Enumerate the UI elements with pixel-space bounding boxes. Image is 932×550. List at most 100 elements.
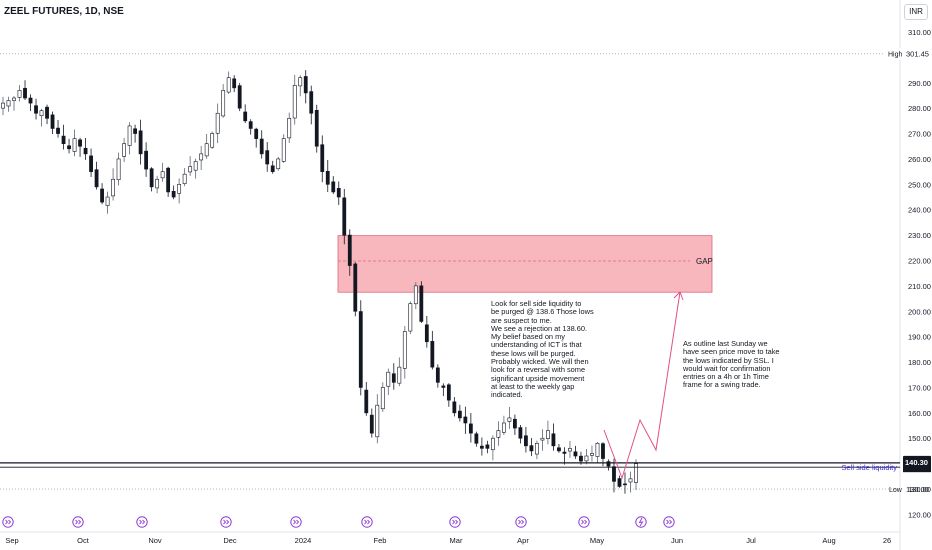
- y-tick-label: 190.00: [908, 333, 931, 342]
- candle-body-down: [468, 423, 473, 434]
- candle: [397, 357, 402, 387]
- candle: [612, 458, 616, 493]
- currency-button[interactable]: INR: [904, 4, 928, 20]
- candle-body-down: [353, 263, 358, 312]
- candle: [6, 96, 11, 112]
- candle-body-down: [23, 87, 27, 99]
- candle-body-up: [540, 437, 545, 441]
- candle-body-down: [171, 190, 176, 198]
- candle: [358, 300, 363, 396]
- candle: [56, 120, 60, 138]
- candle: [259, 130, 264, 159]
- candle-body-up: [628, 478, 633, 483]
- forward-icon[interactable]: [449, 516, 461, 528]
- candle: [557, 444, 561, 453]
- candle-body-down: [78, 139, 82, 147]
- forward-icon[interactable]: [663, 516, 675, 528]
- candle-body-down: [612, 466, 616, 482]
- candles: [1, 70, 638, 494]
- chevron-glyph: [226, 519, 230, 525]
- forward-icon[interactable]: [290, 516, 302, 528]
- candle: [562, 447, 567, 465]
- candle: [529, 438, 534, 457]
- candle-body-down: [457, 410, 462, 419]
- chevron-glyph: [78, 519, 82, 525]
- candle: [457, 404, 462, 422]
- candle: [419, 281, 424, 323]
- y-tick-label: 220.00: [908, 257, 931, 266]
- candle: [67, 138, 71, 154]
- forward-icon[interactable]: [2, 516, 14, 528]
- projection-arrowhead: [673, 291, 684, 301]
- candle-body-down: [50, 114, 55, 129]
- candle-body-up: [122, 143, 126, 157]
- candle: [496, 421, 501, 446]
- side-annotation: As outline last Sunday we have seen pric…: [683, 339, 780, 390]
- candle: [413, 282, 418, 310]
- candle: [298, 75, 303, 97]
- candle: [485, 440, 490, 454]
- forward-icon[interactable]: [72, 516, 84, 528]
- candle-body-up: [380, 387, 385, 410]
- candle: [380, 382, 385, 412]
- candle: [435, 364, 440, 388]
- candle-body-up: [39, 110, 44, 117]
- candle-body-up: [535, 442, 539, 455]
- chevron-glyph: [666, 519, 670, 525]
- candle: [177, 178, 182, 204]
- candle-body-up: [402, 331, 407, 369]
- x-tick-label: Sep: [5, 536, 18, 545]
- chevron-glyph: [296, 519, 300, 525]
- y-tick-label: 260.00: [908, 155, 931, 164]
- candle: [325, 159, 330, 193]
- candle: [34, 98, 38, 120]
- candle: [606, 459, 611, 471]
- y-tick-label: 170.00: [908, 383, 931, 392]
- candle: [276, 156, 281, 171]
- forward-icon[interactable]: [136, 516, 148, 528]
- candle-body-down: [144, 150, 149, 170]
- candle: [28, 94, 33, 112]
- candle-body-up: [568, 448, 572, 452]
- y-tick-label: 250.00: [908, 180, 931, 189]
- candle: [133, 124, 138, 143]
- candle: [182, 168, 187, 187]
- candle-body-down: [45, 106, 49, 119]
- candle: [281, 134, 286, 163]
- candle: [347, 229, 352, 276]
- forward-icon[interactable]: [578, 516, 590, 528]
- candle-body-up: [221, 90, 226, 117]
- y-tick-label: 280.00: [908, 104, 931, 113]
- chevron-glyph: [75, 519, 79, 525]
- candle-body-down: [259, 138, 264, 155]
- candle: [320, 135, 325, 183]
- candle-body-down: [83, 147, 88, 155]
- forward-icon[interactable]: [220, 516, 232, 528]
- candle: [144, 142, 149, 177]
- candle-body-up: [375, 404, 380, 438]
- candle: [210, 131, 215, 149]
- chevron-glyph: [518, 519, 522, 525]
- candle: [634, 459, 638, 491]
- candle: [402, 326, 407, 379]
- candle-body-up: [155, 178, 160, 189]
- forward-icon[interactable]: [361, 516, 373, 528]
- candle: [375, 394, 380, 444]
- x-tick-label: Jun: [671, 536, 683, 545]
- candle: [83, 137, 88, 160]
- candle-body-down: [325, 170, 330, 185]
- forward-icon[interactable]: [515, 516, 527, 528]
- candle: [122, 137, 126, 163]
- candle: [166, 166, 171, 197]
- chevron-glyph: [584, 519, 588, 525]
- candle-body-up: [276, 158, 281, 170]
- candle: [248, 119, 253, 135]
- candle-body-down: [133, 128, 138, 134]
- candle-body-up: [17, 90, 22, 98]
- candle: [226, 71, 231, 94]
- main-annotation: Look for sell side liquidity to be purge…: [491, 299, 594, 400]
- candle-body-down: [56, 127, 60, 134]
- lightning-icon[interactable]: [635, 516, 647, 528]
- chevron-glyph: [455, 519, 459, 525]
